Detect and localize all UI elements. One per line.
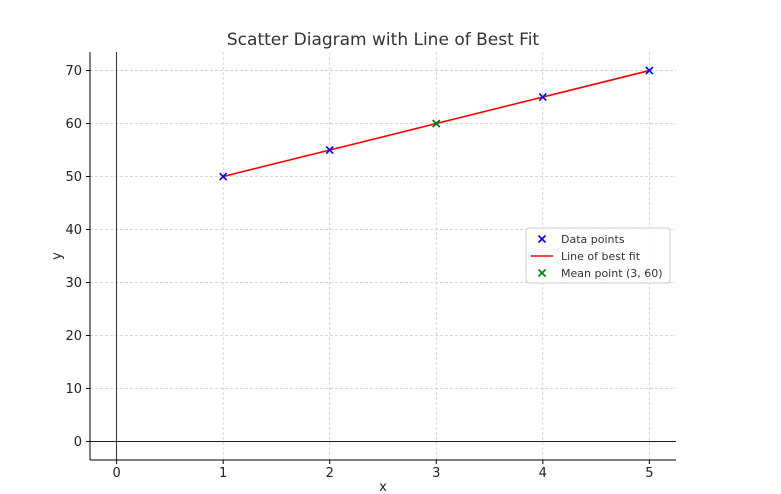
y-tick-label: 0 [74, 435, 82, 450]
data-point-stroke [325, 145, 334, 155]
legend-marker [537, 268, 547, 278]
x-axis-label: x [379, 480, 387, 494]
x-tick-label: 2 [326, 466, 334, 481]
y-tick-label: 10 [65, 382, 82, 397]
data-point [219, 172, 228, 181]
axes [89, 52, 676, 461]
data-point [325, 145, 334, 155]
legend-marker-stroke [537, 234, 547, 244]
y-axis-label: y [50, 252, 65, 260]
x-tick-label: 0 [112, 466, 120, 481]
data-point-stroke [645, 66, 654, 75]
x-tick-label: 5 [645, 466, 653, 481]
marks [219, 66, 654, 181]
x-tick-label: 1 [219, 466, 227, 481]
legend-marker-stroke [537, 268, 547, 278]
legend-label: Data points [561, 233, 625, 246]
y-tick-label: 30 [65, 276, 82, 291]
mean-point [432, 119, 441, 128]
data-point [538, 92, 547, 102]
y-tick-label: 50 [65, 170, 82, 185]
x-tick-label: 4 [539, 466, 547, 481]
data-point-stroke [538, 92, 547, 102]
y-tick-label: 40 [65, 223, 82, 238]
chart-title: Scatter Diagram with Line of Best Fit [227, 30, 540, 50]
data-point [645, 66, 654, 75]
y-tick-label: 60 [65, 117, 82, 132]
legend-marker [537, 234, 547, 244]
y-tick-label: 70 [65, 64, 82, 79]
mean-point-stroke [432, 119, 441, 128]
legend-label: Line of best fit [561, 250, 641, 263]
x-tick-label: 3 [432, 466, 440, 481]
legend-label: Mean point (3, 60) [561, 267, 663, 280]
y-tick-label: 20 [65, 329, 82, 344]
legend: Data points Line of best fit Mean point (3… [525, 227, 671, 284]
data-point-stroke [219, 172, 228, 181]
legend-box [525, 227, 671, 284]
